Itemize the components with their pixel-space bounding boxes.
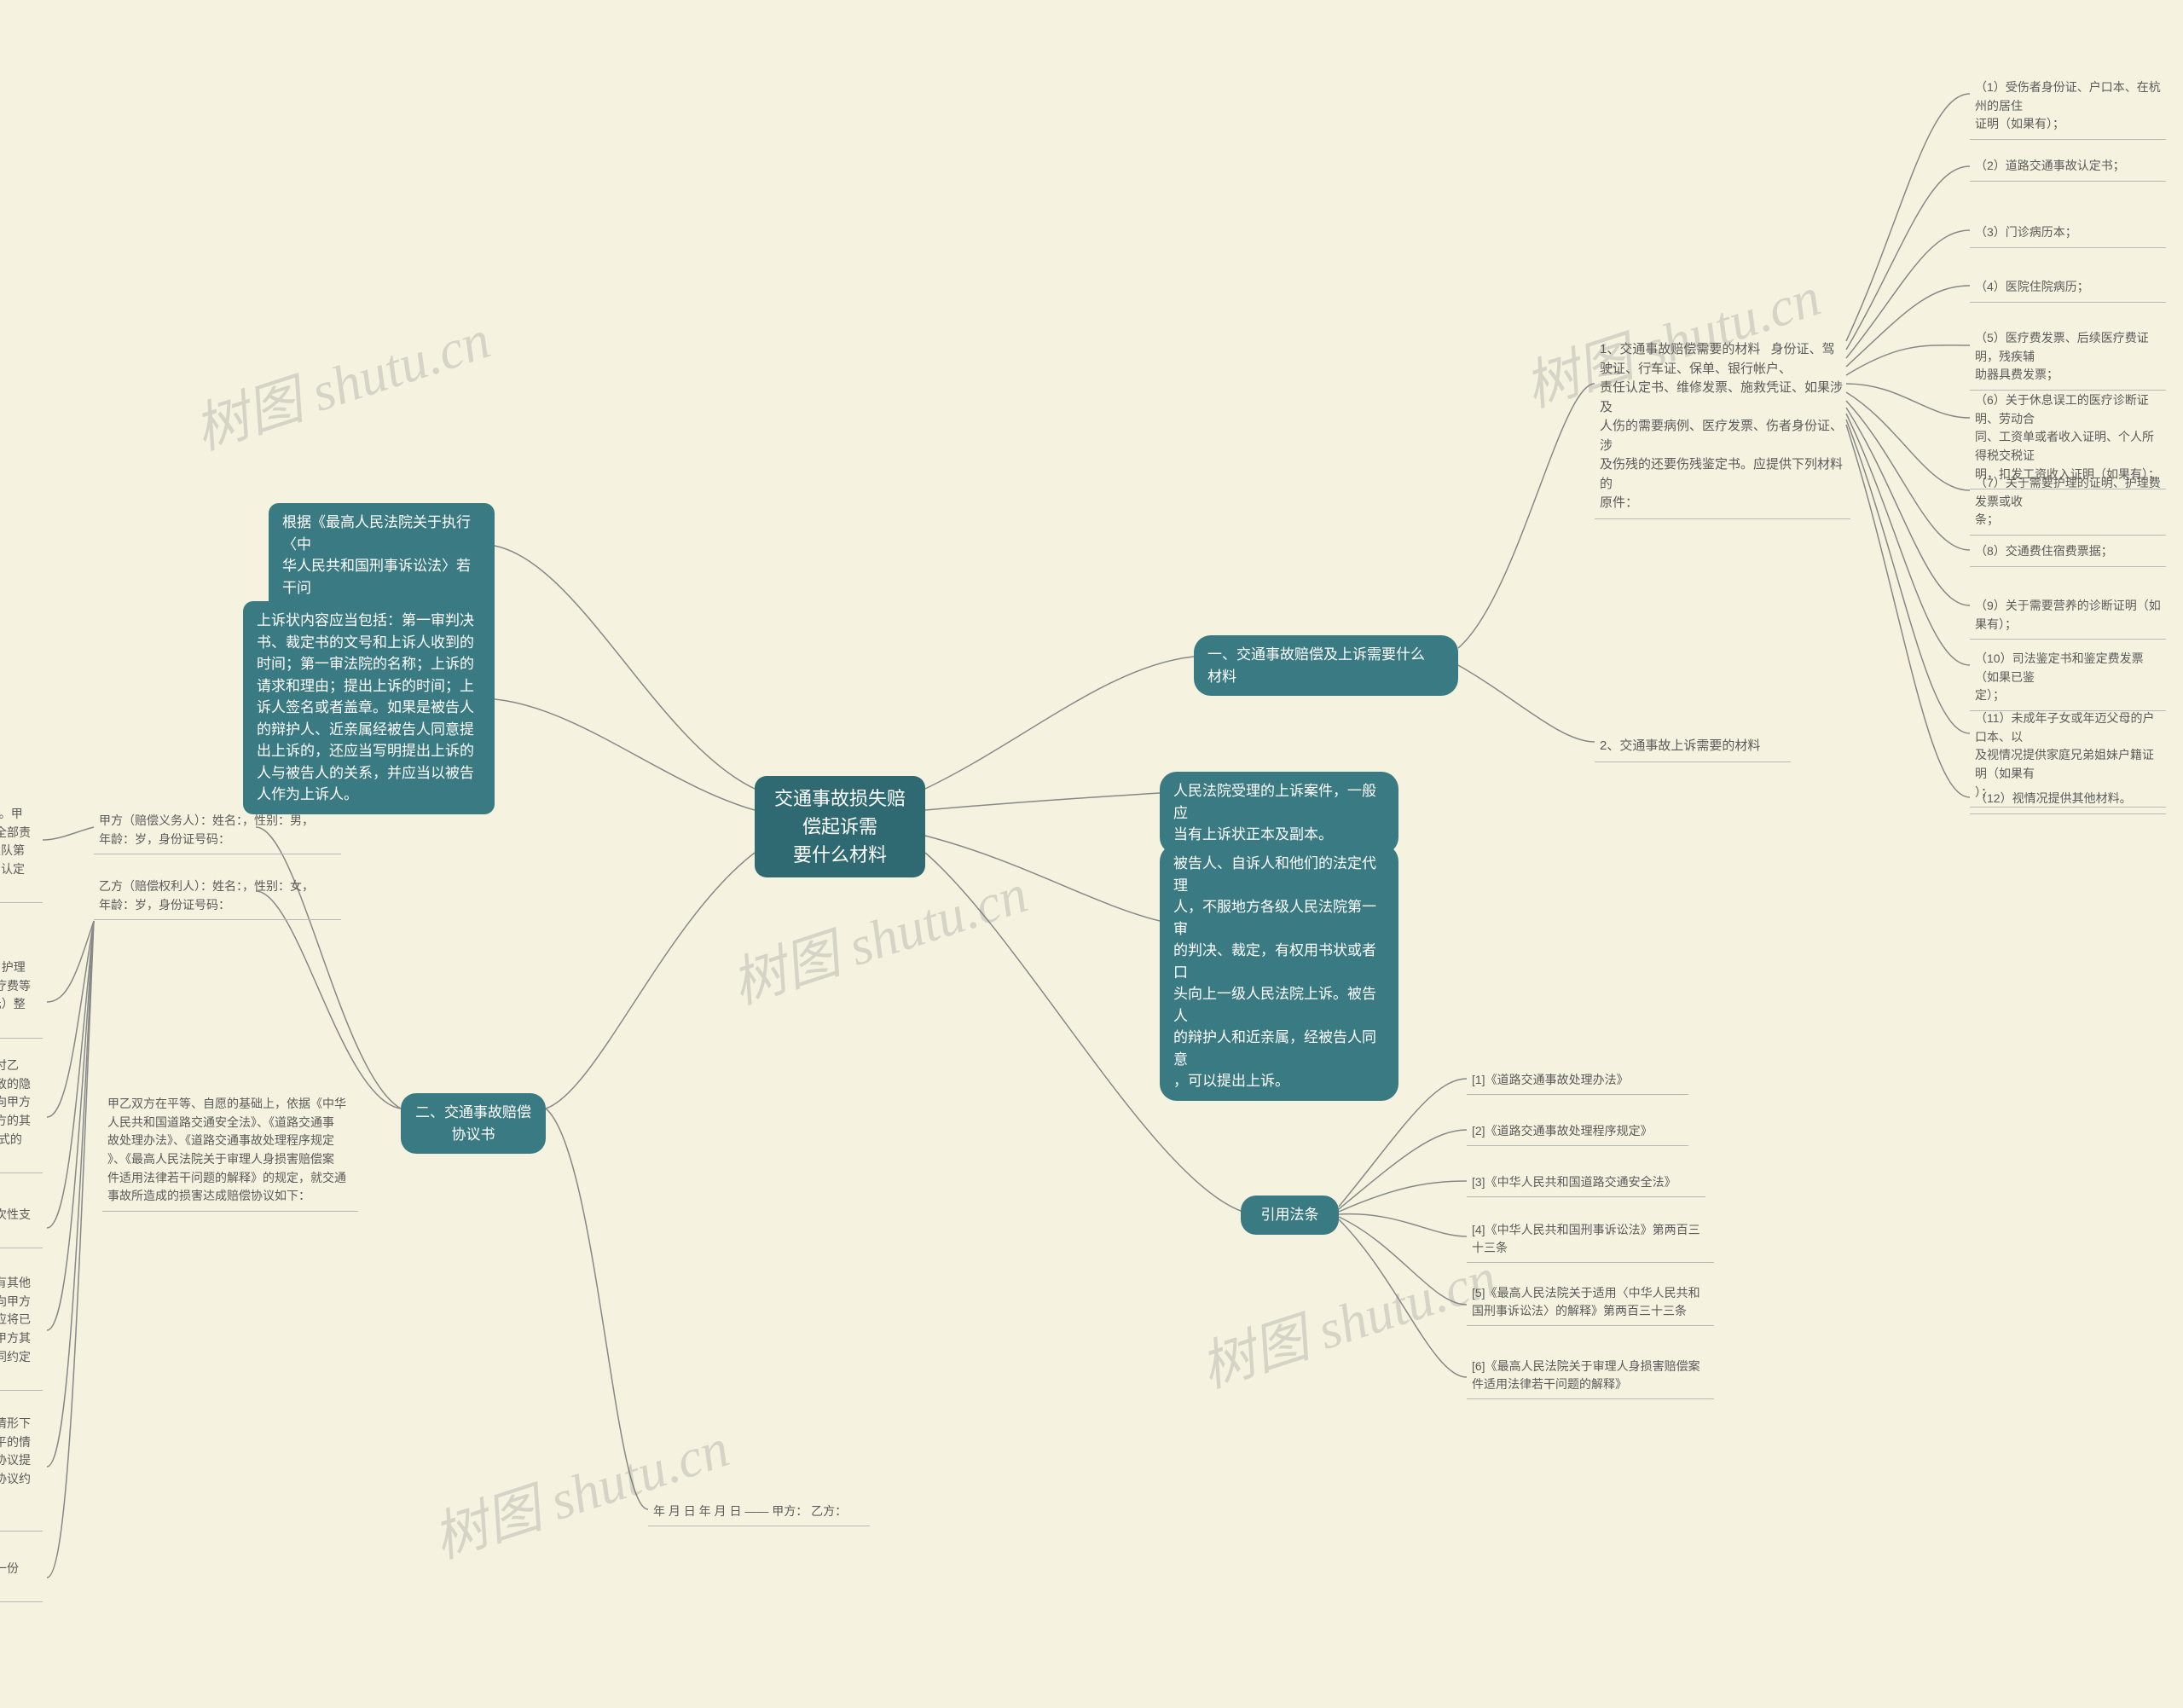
clause-2: 二、乙方同意接受以上赔偿款。甲方支付乙方款项后，乙方自愿承担该事故可能导致的隐形… (0, 1053, 43, 1173)
sub-10: （10）司法鉴定书和鉴定费发票（如果已鉴定）； (1970, 646, 2166, 711)
materials-item1: 1、交通事故赔偿需要的材料 身份证、驾驶证、行车证、保单、银行帐户、责任认定书、… (1595, 337, 1850, 519)
sign-line: 年 月 日 年 月 日 —— 甲方： 乙方： (648, 1499, 870, 1526)
clause-4: 四、乙方保证本协议合法有效，保证没有其他权利人或利害关系人就此次交通事故再向甲方… (0, 1271, 43, 1391)
citation-5: [5]《最高人民法院关于适用〈中华人民共和国刑事诉讼法〉的解释》第两百三十三条 (1467, 1281, 1714, 1326)
right-mid-b: 被告人、自诉人和他们的法定代理人，不服地方各级人民法院第一审的判决、裁定，有权用… (1160, 844, 1398, 1101)
sub-2: （2）道路交通事故认定书； (1970, 153, 2166, 182)
citations-branch: 引用法条 (1241, 1196, 1339, 1235)
citation-3: [3]《中华人民共和国道路交通安全法》 (1467, 1170, 1705, 1197)
clause-5: 五、本协议签订时，双方均是在自愿的情形下签订的，不存在任何重大误解或显示公平的情… (0, 1411, 43, 1531)
watermark: 树图 shutu.cn (183, 296, 499, 465)
watermark: 树图 shutu.cn (1190, 1234, 1505, 1403)
sub-7: （7）关于需要护理的证明、护理费发票或收条； (1970, 471, 2166, 536)
citation-4: [4]《中华人民共和国刑事诉讼法》第两百三十三条 (1467, 1218, 1714, 1263)
sub-3: （3）门诊病历本； (1970, 220, 2166, 248)
materials-item1-body: 身份证、驾驶证、行车证、保单、银行帐户、责任认定书、维修发票、施救凭证、如果涉及… (1600, 342, 1843, 510)
left-upper-b: 上诉状内容应当包括：第一审判决书、裁定书的文号和上诉人收到的时间；第一审法院的名… (243, 601, 495, 814)
agreement-intro: 甲乙双方在平等、自愿的基础上，依据《中华人民共和国道路交通安全法》、《道路交通事… (102, 1091, 358, 1212)
clause-1: 一、甲方 自愿一次性赔偿乙方 医疗费、护理费、交通费、营养费、伙食费、后续治疗费… (0, 955, 43, 1039)
center-node: 交通事故损失赔偿起诉需要什么材料 (755, 776, 925, 877)
watermark: 树图 shutu.cn (422, 1404, 738, 1573)
sub-9: （9）关于需要营养的诊断证明（如果有）； (1970, 593, 2166, 640)
party-a: 甲方（赔偿义务人）：姓名：，性别：男，年龄：岁，身份证号码： (94, 808, 341, 854)
citation-6: [6]《最高人民法院关于审理人身损害赔偿案件适用法律若干问题的解释》 (1467, 1354, 1714, 1399)
materials-item1-label: 1、交通事故赔偿需要的材料 (1600, 342, 1760, 356)
sub-1: （1）受伤者身份证、户口本、在杭州的居住证明（如果有）； (1970, 75, 2166, 140)
sub-8: （8）交通费住宿费票据； (1970, 539, 2166, 567)
clause-6: 六、本协议一式二份，甲、乙双方各持一份。 (0, 1556, 43, 1602)
sub-12: （12）视情况提供其他材料。 (1970, 786, 2166, 814)
materials-item2: 2、交通事故上诉需要的材料 (1595, 733, 1791, 762)
clause-3: 三、甲方应在本协议生效之日向乙方一次性支付赔偿金 （小写 元）整。 (0, 1202, 43, 1248)
sub-5: （5）医疗费发票、后续医疗费证明，残疾辅助器具费发票； (1970, 326, 2166, 391)
left-lower-branch: 二、交通事故赔偿协议书 (401, 1093, 546, 1154)
party-a-note: 2015年 月 日 时 分甲方、相撞发生事故。甲方驾驶非机动车行车未确保安全负事… (0, 802, 43, 903)
right-mid-a: 人民法院受理的上诉案件，一般应当有上诉状正本及副本。 (1160, 772, 1398, 854)
citation-2: [2]《道路交通事故处理程序规定》 (1467, 1119, 1688, 1146)
right-upper-branch: 一、交通事故赔偿及上诉需要什么材料 (1194, 635, 1458, 696)
citation-1: [1]《道路交通事故处理办法》 (1467, 1068, 1688, 1095)
party-b: 乙方（赔偿权利人）：姓名：，性别：女，年龄：岁，身份证号码： (94, 874, 341, 920)
sub-4: （4）医院住院病历； (1970, 275, 2166, 303)
